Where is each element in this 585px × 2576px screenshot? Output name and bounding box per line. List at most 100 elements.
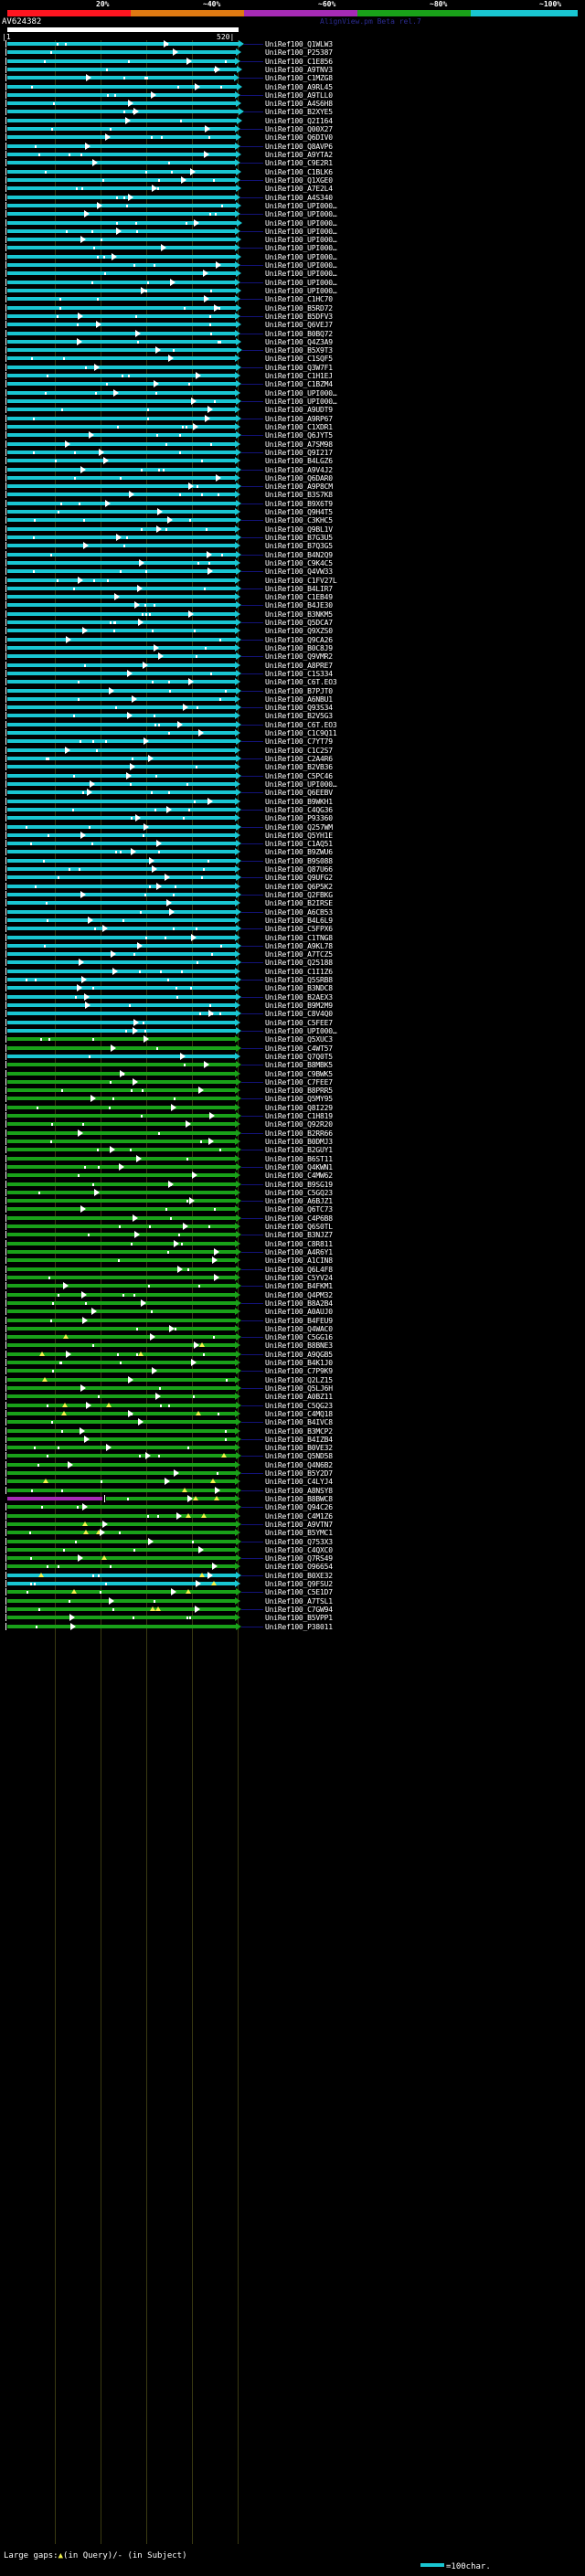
hsp-bar[interactable]: [7, 1479, 235, 1483]
hit-label[interactable]: UniRef100_C5GQ23: [265, 1189, 333, 1197]
alignment-row[interactable]: [0, 1120, 585, 1129]
alignment-row[interactable]: [0, 534, 585, 542]
hit-label[interactable]: UniRef100_C4M1Z6: [265, 1512, 333, 1521]
hsp-bar[interactable]: [7, 620, 236, 624]
alignment-row[interactable]: [0, 984, 585, 992]
alignment-row[interactable]: [0, 644, 585, 652]
hit-label[interactable]: UniRef100_Q7RS49: [265, 1554, 333, 1563]
alignment-row[interactable]: [0, 372, 585, 380]
alignment-row[interactable]: [0, 423, 585, 431]
hsp-bar[interactable]: [7, 748, 235, 752]
hsp-bar[interactable]: [7, 289, 236, 292]
hsp-bar[interactable]: [7, 1080, 236, 1084]
alignment-row[interactable]: [0, 1402, 585, 1410]
hit-label[interactable]: UniRef100_UPI000…: [265, 287, 337, 295]
hsp-bar[interactable]: [7, 366, 236, 369]
alignment-row[interactable]: [0, 1112, 585, 1120]
hsp-bar[interactable]: [7, 1454, 236, 1458]
hsp-bar[interactable]: [7, 1327, 235, 1330]
alignment-row[interactable]: [0, 1538, 585, 1546]
alignment-row[interactable]: [0, 1580, 585, 1588]
hsp-bar[interactable]: [7, 978, 236, 981]
alignment-row[interactable]: [0, 942, 585, 950]
hit-label[interactable]: UniRef100_A4S6H8: [265, 100, 333, 108]
hit-label[interactable]: UniRef100_Q6VEJ7: [265, 321, 333, 329]
hsp-bar[interactable]: [7, 1505, 236, 1509]
hit-label[interactable]: UniRef100_Q9CA26: [265, 636, 333, 644]
alignment-row[interactable]: [0, 364, 585, 372]
alignment-row[interactable]: [0, 1546, 585, 1554]
alignment-row[interactable]: [0, 74, 585, 82]
hit-label[interactable]: UniRef100_C3KHC5: [265, 516, 333, 525]
hit-label[interactable]: UniRef100_C6T.EO3: [265, 678, 337, 686]
alignment-row[interactable]: [0, 338, 585, 346]
hit-label[interactable]: UniRef100_C1MZG8: [265, 74, 333, 82]
hit-label[interactable]: UniRef100_P38011: [265, 1623, 333, 1631]
alignment-row[interactable]: [0, 261, 585, 270]
hit-label[interactable]: UniRef100_B3S7K8: [265, 491, 333, 499]
alignment-row[interactable]: [0, 865, 585, 874]
hit-label[interactable]: UniRef100_Q9VMR2: [265, 652, 333, 661]
hsp-bar[interactable]: [7, 68, 237, 71]
alignment-row[interactable]: [0, 1214, 585, 1223]
hit-label[interactable]: UniRef100_C1BLK6: [265, 168, 333, 176]
hsp-bar[interactable]: [7, 1335, 236, 1339]
hsp-bar[interactable]: [7, 1199, 236, 1203]
hsp-bar[interactable]: [7, 85, 237, 89]
alignment-row[interactable]: [0, 1171, 585, 1180]
hit-label[interactable]: UniRef100_Q4KWN1: [265, 1163, 333, 1171]
alignment-row[interactable]: [0, 236, 585, 244]
hsp-bar[interactable]: [7, 297, 235, 301]
hsp-bar[interactable]: [7, 1531, 235, 1534]
hsp-bar[interactable]: [7, 1394, 235, 1398]
hit-label[interactable]: UniRef100_B0XE32: [265, 1572, 333, 1580]
hsp-bar[interactable]: [7, 790, 236, 794]
hsp-bar[interactable]: [7, 459, 235, 462]
hit-label[interactable]: UniRef100_Q92R20: [265, 1120, 333, 1129]
alignment-row[interactable]: [0, 1308, 585, 1316]
alignment-row[interactable]: [0, 542, 585, 550]
hit-label[interactable]: UniRef100_Q7Q0T5: [265, 1053, 333, 1061]
alignment-row[interactable]: [0, 185, 585, 193]
alignment-row[interactable]: [0, 1503, 585, 1511]
alignment-row[interactable]: [0, 1181, 585, 1189]
hsp-bar[interactable]: [7, 1037, 235, 1041]
hsp-bar[interactable]: [7, 859, 236, 863]
hsp-bar[interactable]: [7, 603, 236, 607]
hit-label[interactable]: UniRef100_B5RD72: [265, 304, 333, 313]
hit-label[interactable]: UniRef100_Q6EEBV: [265, 789, 333, 797]
hsp-bar[interactable]: [7, 348, 237, 352]
hsp-bar[interactable]: [7, 833, 235, 837]
hit-label[interactable]: UniRef100_A9KL78: [265, 942, 333, 950]
alignment-row[interactable]: [0, 772, 585, 780]
alignment-row[interactable]: [0, 729, 585, 737]
hit-label[interactable]: UniRef100_B8BNE3: [265, 1341, 333, 1350]
hit-label[interactable]: UniRef100_UPI000…: [265, 210, 337, 218]
hit-label[interactable]: UniRef100_B4K1J0: [265, 1359, 333, 1367]
hit-label[interactable]: UniRef100_C1AQ51: [265, 840, 333, 848]
hsp-bar[interactable]: [7, 842, 236, 845]
alignment-row[interactable]: [0, 780, 585, 789]
hit-label[interactable]: UniRef100_UPI000…: [265, 1027, 337, 1035]
hit-label[interactable]: UniRef100_UPI000…: [265, 253, 337, 261]
hsp-bar[interactable]: [7, 901, 235, 905]
hsp-bar[interactable]: [7, 1429, 235, 1433]
hsp-bar[interactable]: [7, 144, 235, 148]
hit-label[interactable]: UniRef100_Q1WLW3: [265, 40, 333, 48]
hit-label[interactable]: UniRef100_B4JE30: [265, 601, 333, 610]
hsp-bar[interactable]: [7, 731, 235, 735]
hit-label[interactable]: UniRef100_C1SQF5: [265, 355, 333, 363]
hit-label[interactable]: UniRef100_B4IVC8: [265, 1418, 333, 1426]
alignment-row[interactable]: [0, 466, 585, 474]
hsp-bar[interactable]: [7, 1446, 235, 1449]
hit-label[interactable]: UniRef100_C5YV24: [265, 1274, 333, 1282]
hit-label[interactable]: UniRef100_A4R6Y1: [265, 1248, 333, 1256]
hsp-bar[interactable]: [7, 970, 235, 973]
alignment-row[interactable]: [0, 993, 585, 1002]
hsp-bar[interactable]: [7, 1599, 235, 1603]
hit-label[interactable]: UniRef100_Q2I164: [265, 117, 333, 125]
alignment-row[interactable]: [0, 1266, 585, 1274]
alignment-row[interactable]: [0, 491, 585, 499]
hit-label[interactable]: UniRef100_B3NJZ7: [265, 1231, 333, 1239]
hit-label[interactable]: UniRef100_UPI000…: [265, 270, 337, 278]
